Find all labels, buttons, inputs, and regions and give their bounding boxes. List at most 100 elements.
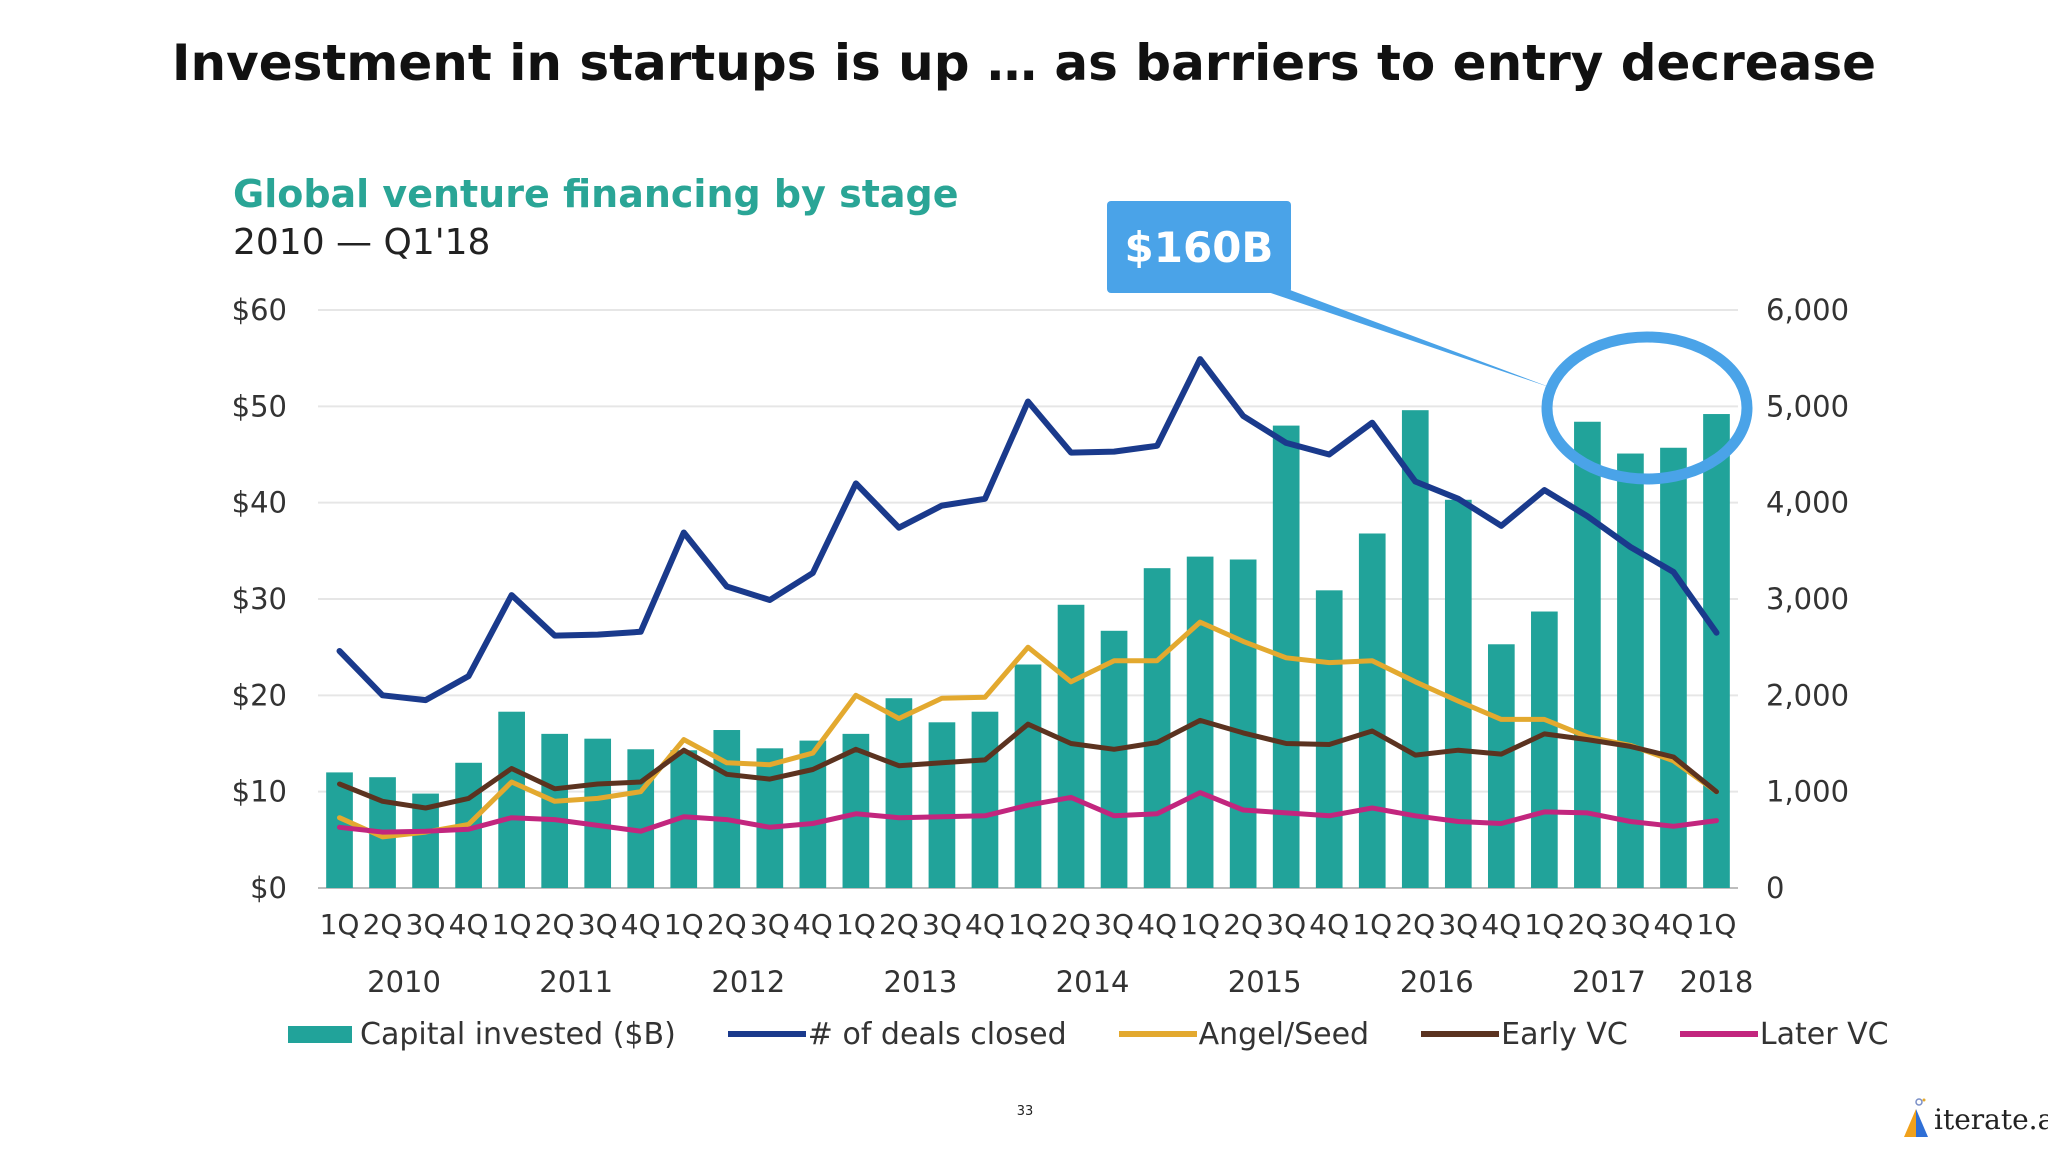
quarter-label: 1Q xyxy=(1180,908,1220,941)
callout: $160B xyxy=(1107,201,1753,485)
legend-label: Early VC xyxy=(1501,1016,1628,1052)
quarter-label: 3Q xyxy=(1266,908,1306,941)
quarter-labels: 1Q 2Q 3Q 4Q 1Q 2Q 3Q 4Q 1Q 2Q 3Q 4Q 1Q 2Q 3Q 4Q 1Q 2Q 3Q 4Q… xyxy=(320,908,1737,941)
left-tick-label: $40 xyxy=(232,486,287,520)
legend-label: Later VC xyxy=(1759,1016,1889,1052)
right-axis-ticks: 0 1,000 2,000 3,000 4,000 5,000 6,000 xyxy=(1766,293,1849,905)
quarter-label: 3Q xyxy=(406,908,446,941)
quarter-label: 2Q xyxy=(1051,908,1091,941)
slide-title: Investment in startups is up … as barrie… xyxy=(171,34,1877,92)
right-tick-label: 1,000 xyxy=(1766,775,1849,809)
right-tick-label: 3,000 xyxy=(1766,582,1849,616)
capital-bar xyxy=(1014,664,1042,888)
capital-bar xyxy=(971,711,999,888)
capital-bar xyxy=(1531,611,1558,888)
quarter-label: 4Q xyxy=(1137,908,1177,941)
capital-bar xyxy=(1229,559,1257,888)
year-label: 2018 xyxy=(1680,965,1754,999)
capital-bar xyxy=(1660,447,1687,888)
quarter-label: 2Q xyxy=(363,908,403,941)
capital-bar xyxy=(885,698,913,888)
capital-bar xyxy=(1444,499,1472,888)
quarter-label: 4Q xyxy=(449,908,489,941)
capital-bar xyxy=(1703,414,1730,888)
year-label: 2015 xyxy=(1228,965,1302,999)
quarter-label: 3Q xyxy=(578,908,618,941)
quarter-label: 4Q xyxy=(1654,908,1694,941)
left-tick-label: $30 xyxy=(232,582,287,616)
legend-item-early: Early VC xyxy=(1421,1017,1628,1052)
left-tick-label: $50 xyxy=(232,389,287,423)
angel-seed-line xyxy=(337,619,1719,840)
year-label: 2012 xyxy=(711,965,785,999)
capital-bar xyxy=(1574,421,1601,888)
quarter-label: 1Q xyxy=(1352,908,1392,941)
quarter-label: 4Q xyxy=(965,908,1005,941)
year-label: 2010 xyxy=(367,965,441,999)
left-tick-label: $10 xyxy=(232,775,287,809)
legend-swatch-line xyxy=(1421,1031,1500,1037)
chart-subtitle: 2010 — Q1'18 xyxy=(233,222,491,263)
right-tick-label: 0 xyxy=(1766,871,1784,905)
quarter-label: 4Q xyxy=(1309,908,1349,941)
capital-bar xyxy=(627,749,655,888)
quarter-label: 2Q xyxy=(535,908,575,941)
year-label: 2014 xyxy=(1056,965,1130,999)
quarter-label: 2Q xyxy=(1223,908,1263,941)
legend-label: Angel/Seed xyxy=(1198,1016,1370,1052)
highlight-circle xyxy=(1541,331,1753,485)
left-axis-ticks: $0 $10 $20 $30 $40 $50 $60 xyxy=(232,293,287,905)
series-lines xyxy=(336,356,1720,840)
callout-value: $160B xyxy=(1125,223,1274,272)
year-label: 2016 xyxy=(1400,965,1474,999)
quarter-label: 3Q xyxy=(1094,908,1134,941)
capital-bar xyxy=(842,733,870,888)
legend-swatch-line xyxy=(727,1031,806,1037)
year-label: 2011 xyxy=(539,965,613,999)
right-tick-label: 2,000 xyxy=(1766,678,1849,712)
legend-item-capital: Capital invested ($B) xyxy=(288,1017,676,1052)
legend-item-later: Later VC xyxy=(1679,1016,1889,1052)
capital-bar xyxy=(713,730,741,888)
capital-bar xyxy=(1401,410,1429,888)
quarter-label: 1Q xyxy=(1697,908,1737,941)
callout-pointer xyxy=(1262,290,1552,388)
quarter-label: 1Q xyxy=(492,908,532,941)
chart-legend: Capital invested ($B) # of deals closed … xyxy=(288,1014,1889,1054)
legend-swatch-bar xyxy=(288,1025,352,1043)
legend-item-angel: Angel/Seed xyxy=(1118,1016,1370,1052)
capital-bar xyxy=(541,733,569,888)
quarter-label: 2Q xyxy=(1395,908,1435,941)
left-tick-label: $60 xyxy=(232,293,287,327)
legend-item-deals: # of deals closed xyxy=(727,1016,1067,1052)
logo-icon xyxy=(1904,1098,1928,1137)
quarter-label: 2Q xyxy=(707,908,747,941)
quarter-label: 2Q xyxy=(1567,908,1607,941)
quarter-label: 3Q xyxy=(1438,908,1478,941)
capital-bar xyxy=(1143,568,1171,888)
right-tick-label: 5,000 xyxy=(1766,389,1849,423)
page-number: 33 xyxy=(1016,1104,1034,1119)
year-labels: 2010 2011 2012 2013 2014 2015 2016 2017 2018 xyxy=(367,965,1753,999)
legend-label: # of deals closed xyxy=(807,1016,1067,1052)
quarter-label: 3Q xyxy=(750,908,790,941)
quarter-label: 1Q xyxy=(664,908,704,941)
quarter-label: 3Q xyxy=(1610,908,1650,941)
right-tick-label: 4,000 xyxy=(1766,486,1849,520)
quarter-label: 1Q xyxy=(836,908,876,941)
quarter-label: 1Q xyxy=(1524,908,1564,941)
year-label: 2013 xyxy=(884,965,958,999)
legend-swatch-line xyxy=(1118,1031,1197,1037)
brand-logo: iterate.ai xyxy=(1902,1094,2048,1144)
capital-bar xyxy=(1100,630,1128,888)
quarter-label: 4Q xyxy=(793,908,833,941)
year-label: 2017 xyxy=(1572,965,1646,999)
deals-closed-line xyxy=(336,356,1720,704)
legend-swatch-line xyxy=(1679,1031,1758,1037)
legend-label: Capital invested ($B) xyxy=(360,1016,676,1052)
capital-bar xyxy=(928,722,956,888)
capital-bar xyxy=(498,711,525,888)
quarter-label: 1Q xyxy=(320,908,360,941)
right-tick-label: 6,000 xyxy=(1766,293,1849,327)
capital-bar xyxy=(1487,644,1515,888)
